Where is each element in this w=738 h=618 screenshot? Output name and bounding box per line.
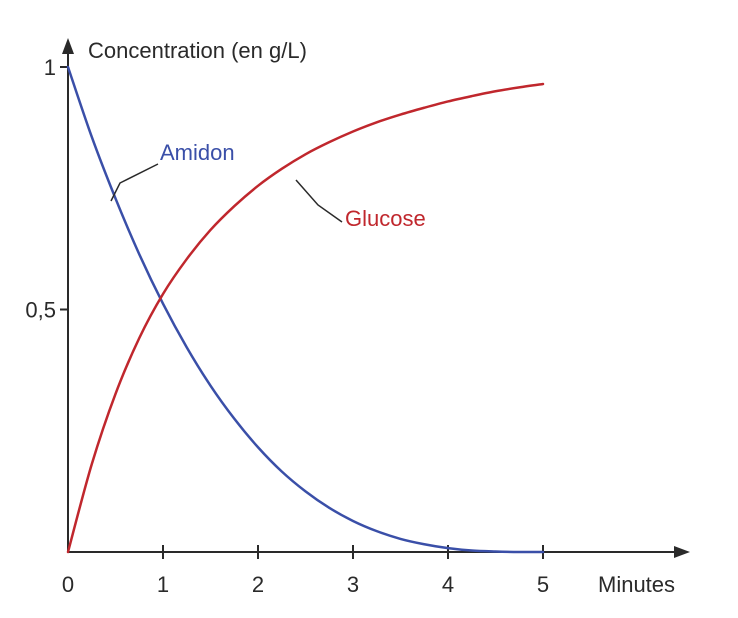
y-tick-label: 1 — [44, 55, 56, 80]
y-axis-title: Concentration (en g/L) — [88, 38, 307, 63]
x-tick-label: 0 — [62, 572, 74, 597]
x-tick-label: 2 — [252, 572, 264, 597]
glucose-series-label: Glucose — [345, 206, 426, 231]
glucose-series-line — [66, 82, 545, 554]
amidon-series-label: Amidon — [160, 140, 235, 165]
amidon-leader-line — [110, 163, 159, 202]
ticks-layer: 0 1 2 3 4 5 0,5 1 — [25, 55, 549, 597]
x-tick-label: 5 — [537, 572, 549, 597]
glucose-leader-line — [295, 179, 343, 223]
x-tick-label: 4 — [442, 572, 454, 597]
amidon-series-line — [66, 65, 545, 554]
x-tick-label: 3 — [347, 572, 359, 597]
x-tick-label: 1 — [157, 572, 169, 597]
series-layer — [66, 65, 545, 554]
x-axis-title: Minutes — [598, 572, 675, 597]
y-axis-arrowhead — [62, 38, 74, 54]
x-axis-arrowhead — [674, 546, 690, 558]
y-tick-label: 0,5 — [25, 298, 56, 323]
